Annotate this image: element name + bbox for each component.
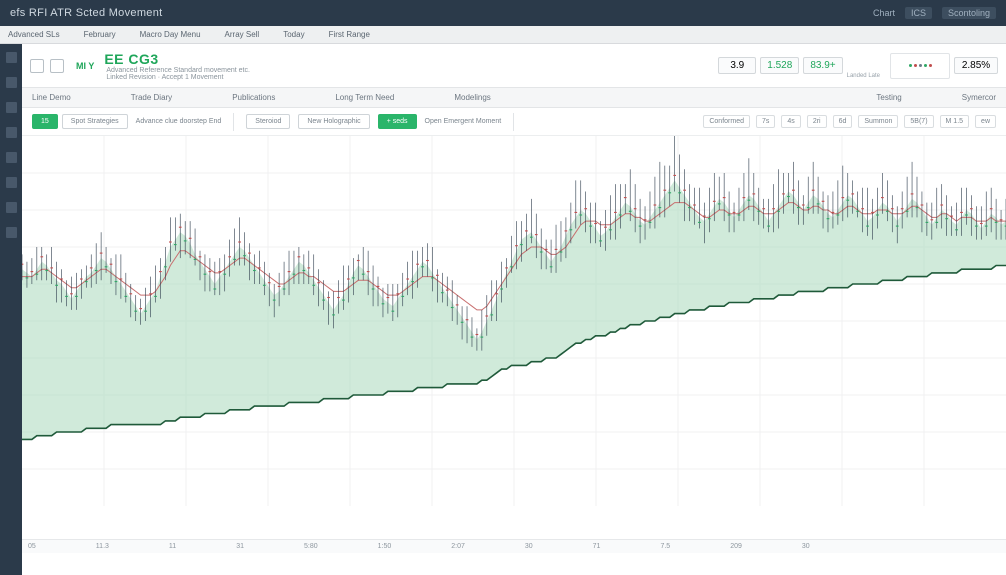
tool-button[interactable]: Steroiod xyxy=(246,114,290,129)
price-cell: 83.9+ xyxy=(803,57,842,74)
menubar: Advanced SLs February Macro Day Menu Arr… xyxy=(0,26,1006,44)
symbol-box-icon[interactable] xyxy=(30,59,44,73)
sidebar-tool-icon[interactable] xyxy=(6,77,17,88)
sidebar-tool-icon[interactable] xyxy=(6,52,17,63)
x-tick: 7.5 xyxy=(660,543,670,550)
ticker-subline: Advanced Reference Standard movement etc… xyxy=(106,67,250,74)
topbar-brand[interactable]: ICS xyxy=(905,7,932,19)
ticker-code[interactable]: EE CG3 xyxy=(104,51,250,67)
x-tick: 11.3 xyxy=(96,543,109,550)
sidebar-tool-icon[interactable] xyxy=(6,127,17,138)
x-axis: 05 11.3 11 31 5:80 1:50 2:07 30 71 7.5 2… xyxy=(22,539,1006,553)
x-tick: 30 xyxy=(802,543,810,550)
symbol-box-icon[interactable] xyxy=(50,59,64,73)
tool-row: 15 Spot Strategies Advance clue doorstep… xyxy=(22,108,1006,136)
tab-row: Line Demo Trade Diary Publications Long … xyxy=(22,88,1006,108)
sidebar-tool-icon[interactable] xyxy=(6,177,17,188)
x-tick: 71 xyxy=(593,543,601,550)
menu-item[interactable]: Advanced SLs xyxy=(8,30,60,39)
x-tick: 209 xyxy=(730,543,742,550)
ticker-subline: Linked Revision · Accept 1 Movement xyxy=(106,74,250,81)
price-subline: Landed Late xyxy=(847,73,880,79)
sidebar-tool-icon[interactable] xyxy=(6,202,17,213)
sparkline-box xyxy=(890,53,950,79)
strategies-button[interactable]: Spot Strategies xyxy=(62,114,128,129)
chip[interactable]: 4s xyxy=(781,115,800,128)
tool-button[interactable]: New Holographic xyxy=(298,114,369,129)
price-val: 83.9+ xyxy=(810,60,835,71)
app-title: efs RFI ATR Scted Movement xyxy=(10,7,162,19)
spark-dot-icon xyxy=(924,64,927,67)
tab-item[interactable]: Symercor xyxy=(962,93,996,102)
price-val: 3.9 xyxy=(725,60,749,71)
chart-area[interactable] xyxy=(22,136,1006,575)
chip[interactable]: 2ri xyxy=(807,115,827,128)
sidebar-tool-icon[interactable] xyxy=(6,102,17,113)
tab-item[interactable]: Long Term Need xyxy=(335,93,394,102)
menu-item[interactable]: Array Sell xyxy=(225,30,260,39)
x-tick: 31 xyxy=(236,543,244,550)
tab-item[interactable]: Testing xyxy=(876,93,901,102)
price-cell: 1.528 xyxy=(760,57,799,74)
topbar-chart-label[interactable]: Chart xyxy=(873,8,895,18)
tab-item[interactable]: Modelings xyxy=(454,93,490,102)
add-button[interactable]: + seds xyxy=(378,114,417,129)
topbar-scontoling-button[interactable]: Scontoling xyxy=(942,7,996,19)
price-chart[interactable] xyxy=(22,136,1006,506)
tab-item[interactable]: Trade Diary xyxy=(131,93,173,102)
spark-dot-icon xyxy=(919,64,922,67)
sidebar-tool-icon[interactable] xyxy=(6,227,17,238)
symbol-short: MI Y xyxy=(76,61,94,71)
chip[interactable]: 5B(7) xyxy=(904,115,933,128)
chip[interactable]: ew xyxy=(975,115,996,128)
price-cell: 3.9 xyxy=(718,57,756,74)
x-tick: 30 xyxy=(525,543,533,550)
header-band: MI Y EE CG3 Advanced Reference Standard … xyxy=(22,44,1006,88)
x-tick: 2:07 xyxy=(451,543,465,550)
x-tick: 1:50 xyxy=(378,543,392,550)
topbar: efs RFI ATR Scted Movement Chart ICS Sco… xyxy=(0,0,1006,26)
price-panel: 3.9 1.528 83.9+ Landed Late 2.85% xyxy=(718,53,998,79)
chip[interactable]: 6d xyxy=(833,115,853,128)
x-tick: 11 xyxy=(169,543,176,550)
menu-item[interactable]: First Range xyxy=(329,30,370,39)
chip[interactable]: Conformed xyxy=(703,115,750,128)
sidebar xyxy=(0,44,22,575)
price-val: 1.528 xyxy=(767,60,792,71)
chip[interactable]: 7s xyxy=(756,115,775,128)
menu-item[interactable]: Today xyxy=(283,30,304,39)
chip[interactable]: M 1.5 xyxy=(940,115,970,128)
x-tick: 5:80 xyxy=(304,543,318,550)
menu-item[interactable]: Macro Day Menu xyxy=(140,30,201,39)
divider xyxy=(513,113,514,131)
tool-label: Advance clue doorstep End xyxy=(136,118,222,125)
x-tick: 05 xyxy=(28,543,36,550)
tool-label: Open Emergent Moment xyxy=(425,118,502,125)
interval-button[interactable]: 15 xyxy=(32,114,58,129)
spark-dot-icon xyxy=(914,64,917,67)
spark-dot-icon xyxy=(929,64,932,67)
tab-item[interactable]: Line Demo xyxy=(32,93,71,102)
chip[interactable]: Summon xyxy=(858,115,898,128)
spark-dot-icon xyxy=(909,64,912,67)
divider xyxy=(233,113,234,131)
sidebar-tool-icon[interactable] xyxy=(6,152,17,163)
tab-item[interactable]: Publications xyxy=(232,93,275,102)
change-percent: 2.85% xyxy=(954,57,998,74)
menu-item[interactable]: February xyxy=(84,30,116,39)
